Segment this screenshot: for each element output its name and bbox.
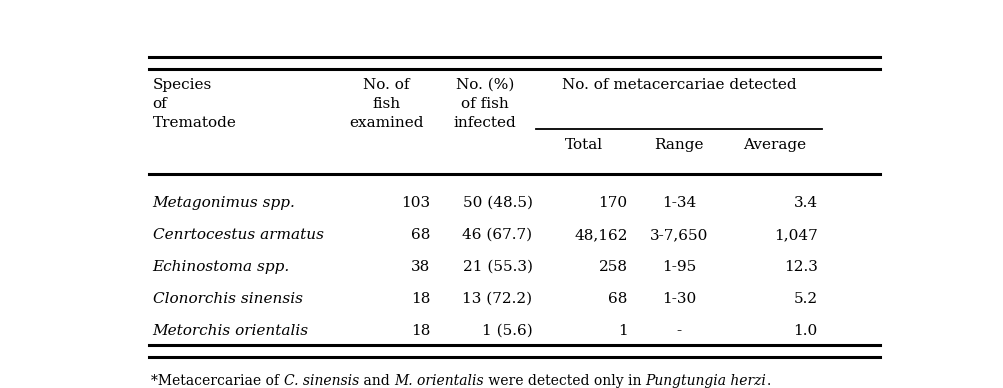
Text: Metagonimus spp.: Metagonimus spp. — [152, 196, 295, 210]
Text: 3.4: 3.4 — [793, 196, 817, 210]
Text: Echinostoma spp.: Echinostoma spp. — [152, 260, 290, 274]
Text: 18: 18 — [410, 324, 429, 338]
Text: .: . — [765, 374, 769, 388]
Text: 68: 68 — [410, 228, 429, 242]
Text: fish: fish — [372, 97, 400, 111]
Text: No. (%): No. (%) — [455, 78, 514, 92]
Text: C. sinensis: C. sinensis — [283, 374, 358, 388]
Text: 1,047: 1,047 — [773, 228, 817, 242]
Text: 1-95: 1-95 — [661, 260, 695, 274]
Text: 1-34: 1-34 — [661, 196, 695, 210]
Text: Total: Total — [565, 138, 603, 152]
Text: 18: 18 — [410, 292, 429, 306]
Text: -: - — [676, 324, 681, 338]
Text: Pungtungia herzi: Pungtungia herzi — [645, 374, 765, 388]
Text: 21 (55.3): 21 (55.3) — [462, 260, 532, 274]
Text: No. of metacercariae detected: No. of metacercariae detected — [562, 78, 795, 92]
Text: 13 (72.2): 13 (72.2) — [462, 292, 532, 306]
Text: 1 (5.6): 1 (5.6) — [481, 324, 532, 338]
Text: 38: 38 — [410, 260, 429, 274]
Text: infected: infected — [453, 116, 517, 130]
Text: Clonorchis sinensis: Clonorchis sinensis — [152, 292, 303, 306]
Text: 68: 68 — [608, 292, 627, 306]
Text: No. of: No. of — [363, 78, 409, 92]
Text: 258: 258 — [598, 260, 627, 274]
Text: of: of — [152, 97, 168, 111]
Text: Cenrtocestus armatus: Cenrtocestus armatus — [152, 228, 323, 242]
Text: 50 (48.5): 50 (48.5) — [462, 196, 532, 210]
Text: *Metacercariae of: *Metacercariae of — [151, 374, 283, 388]
Text: 170: 170 — [598, 196, 627, 210]
Text: M. orientalis: M. orientalis — [393, 374, 483, 388]
Text: 103: 103 — [400, 196, 429, 210]
Text: and: and — [358, 374, 393, 388]
Text: 1: 1 — [617, 324, 627, 338]
Text: 3-7,650: 3-7,650 — [649, 228, 707, 242]
Text: 5.2: 5.2 — [793, 292, 817, 306]
Text: of fish: of fish — [461, 97, 509, 111]
Text: Average: Average — [742, 138, 805, 152]
Text: 1.0: 1.0 — [792, 324, 817, 338]
Text: 46 (67.7): 46 (67.7) — [462, 228, 532, 242]
Text: 1-30: 1-30 — [661, 292, 695, 306]
Text: Metorchis orientalis: Metorchis orientalis — [152, 324, 309, 338]
Text: 12.3: 12.3 — [783, 260, 817, 274]
Text: Species: Species — [152, 78, 212, 92]
Text: 48,162: 48,162 — [574, 228, 627, 242]
Text: were detected only in: were detected only in — [483, 374, 645, 388]
Text: examined: examined — [349, 116, 423, 130]
Text: Range: Range — [654, 138, 703, 152]
Text: Trematode: Trematode — [152, 116, 237, 130]
